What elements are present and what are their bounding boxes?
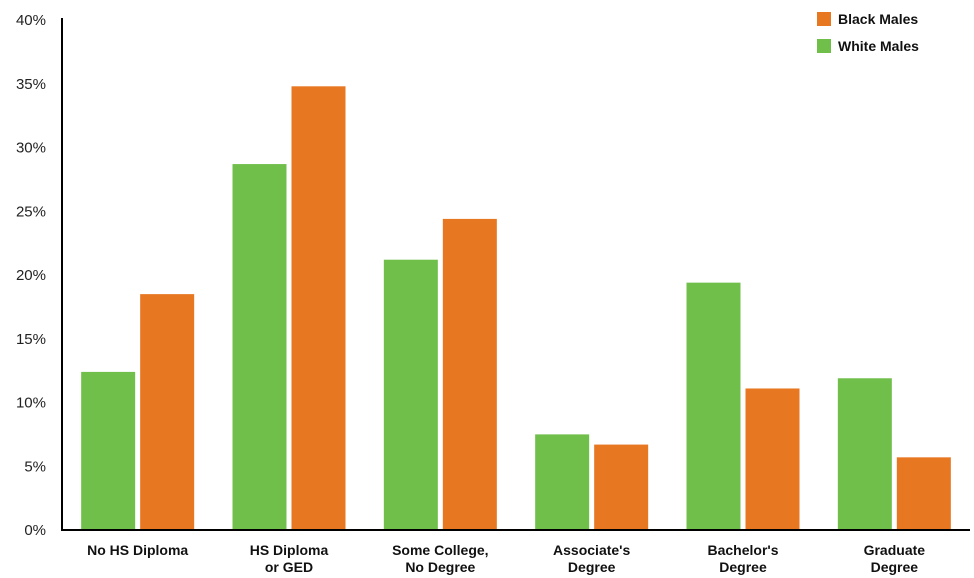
legend-swatch bbox=[817, 12, 831, 26]
x-category-label: HS Diploma or GED bbox=[250, 542, 329, 575]
bar-white-males bbox=[232, 164, 287, 530]
y-tick-label: 10% bbox=[16, 395, 46, 412]
y-tick-label: 40% bbox=[16, 12, 46, 29]
bar-white-males bbox=[383, 259, 438, 530]
bar-white-males bbox=[686, 282, 741, 530]
x-category-label: Some College, No Degree bbox=[392, 542, 488, 575]
bar-white-males bbox=[837, 378, 892, 530]
bar-black-males bbox=[745, 388, 800, 530]
bar-white-males bbox=[81, 371, 136, 530]
legend: Black Males White Males bbox=[817, 11, 919, 54]
bars bbox=[81, 86, 951, 531]
legend-label: White Males bbox=[838, 38, 919, 54]
legend-label: Black Males bbox=[838, 11, 918, 27]
x-axis-labels: No HS Diploma HS Diploma or GED Some Colleg… bbox=[87, 542, 925, 575]
y-axis-ticks: 0% 5% 10% 15% 20% 25% 30% 35% 40% bbox=[16, 12, 46, 539]
bar-white-males bbox=[535, 434, 590, 530]
y-tick-label: 20% bbox=[16, 267, 46, 284]
bar-black-males bbox=[140, 294, 195, 530]
bar-black-males bbox=[594, 444, 649, 530]
x-category-label: No HS Diploma bbox=[87, 542, 188, 558]
x-category-label: Bachelor's Degree bbox=[707, 542, 778, 575]
x-category-label: Associate's Degree bbox=[553, 542, 630, 575]
bar-black-males bbox=[442, 218, 497, 530]
legend-swatch bbox=[817, 39, 831, 53]
y-tick-label: 5% bbox=[24, 458, 46, 475]
bar-black-males bbox=[291, 86, 346, 531]
bar-black-males bbox=[896, 457, 951, 530]
y-tick-label: 25% bbox=[16, 203, 46, 220]
y-tick-label: 0% bbox=[24, 522, 46, 539]
x-category-label: Graduate Degree bbox=[864, 542, 926, 575]
y-tick-label: 30% bbox=[16, 140, 46, 157]
y-tick-label: 35% bbox=[16, 76, 46, 93]
y-tick-label: 15% bbox=[16, 331, 46, 348]
